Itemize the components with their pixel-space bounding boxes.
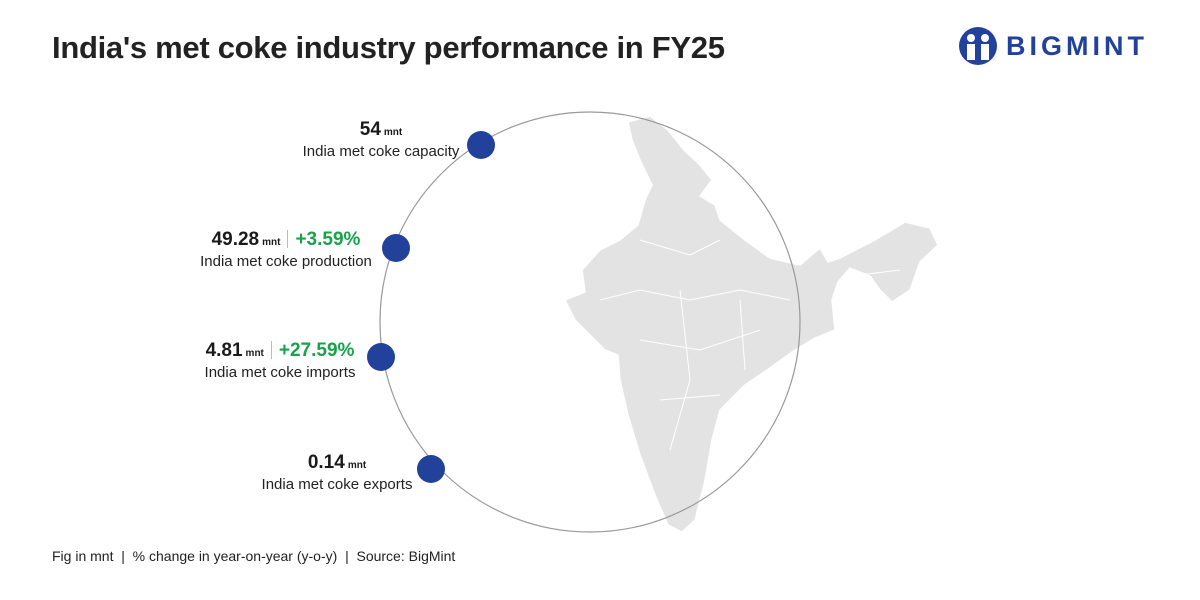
stat-imports: 4.81 mnt +27.59% India met coke imports: [160, 340, 400, 381]
dot-exports: [417, 455, 445, 483]
stat-capacity: 54 mnt India met coke capacity: [261, 119, 501, 160]
stat-value: 4.81: [205, 340, 243, 361]
dot-capacity: [467, 131, 495, 159]
stat-production: 49.28 mnt +3.59% India met coke production: [166, 229, 406, 270]
state-borders: [599, 239, 901, 451]
stat-unit: mnt: [383, 127, 403, 138]
stat-unit: mnt: [347, 460, 367, 471]
logo-text: BIGMINT: [1006, 30, 1148, 61]
stat-label: India met coke production: [200, 253, 372, 270]
stat-unit: mnt: [262, 237, 281, 248]
stat-exports: 0.14 mnt India met coke exports: [217, 452, 457, 493]
stat-change: +27.59%: [278, 340, 355, 361]
stat-change: +3.59%: [295, 229, 361, 250]
page-title: India's met coke industry performance in…: [52, 30, 725, 65]
divider: [287, 230, 289, 248]
footer-note: Fig in mnt | % change in year-on-year (y…: [52, 548, 456, 564]
logo-icon: [959, 27, 997, 65]
divider: [270, 341, 272, 359]
stat-unit: mnt: [245, 348, 264, 359]
stat-value: 0.14: [307, 452, 345, 473]
stat-label: India met coke capacity: [302, 143, 460, 160]
dot-imports: [367, 343, 395, 371]
stat-label: India met coke imports: [204, 364, 356, 381]
bigmint-logo: BIGMINT: [958, 26, 1148, 66]
stat-value: 49.28: [211, 229, 260, 250]
india-map: [563, 115, 939, 533]
dot-production: [382, 234, 410, 262]
stat-label: India met coke exports: [261, 476, 413, 493]
arc-circle: [379, 111, 801, 533]
stat-value: 54: [359, 119, 381, 140]
